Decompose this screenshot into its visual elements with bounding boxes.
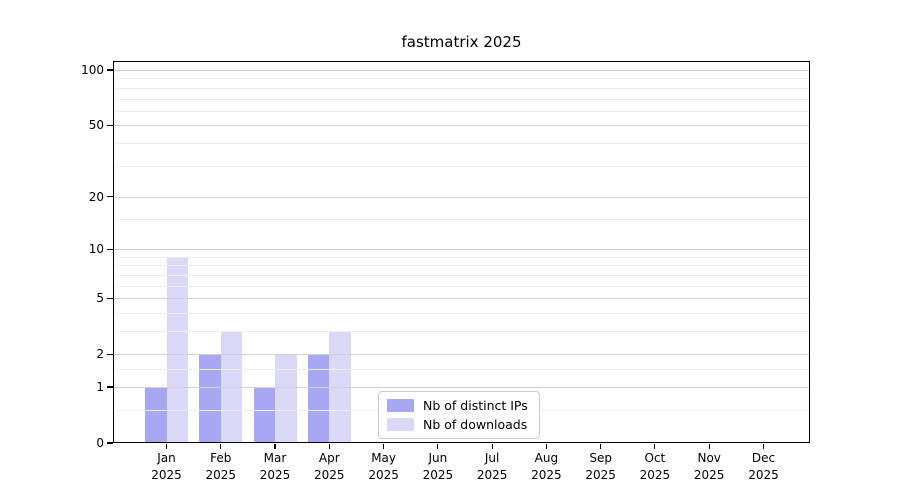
x-tick-label-feb: Feb 2025: [205, 451, 237, 482]
x-tick-mark-mar: [274, 444, 276, 449]
x-tick-mark-jan: [165, 444, 168, 449]
y-tick-label-10: 10: [88, 242, 104, 257]
y-tick-label-5: 5: [96, 291, 104, 306]
gridline-minor: [114, 312, 809, 314]
gridline-major: [114, 196, 809, 198]
gridline-minor: [114, 274, 809, 276]
bar-distinct-ips-feb: [199, 354, 221, 443]
x-tick-mark-nov: [708, 444, 710, 449]
y-tick-mark-2: [107, 353, 113, 355]
legend-item-distinct-ips: Nb of distinct IPs: [387, 398, 528, 413]
bar-downloads-apr: [329, 330, 351, 443]
bar-distinct-ips-apr: [307, 354, 330, 443]
legend-swatch-distinct-ips: [387, 399, 414, 412]
gridline-minor: [114, 331, 809, 332]
x-tick-label-aug: Aug 2025: [531, 451, 562, 482]
y-tick-label-50: 50: [88, 118, 104, 133]
bar-downloads-mar: [275, 354, 297, 443]
bar-downloads-jan: [166, 256, 188, 443]
y-tick-label-100: 100: [81, 63, 104, 77]
x-tick-label-jul: Jul 2025: [476, 451, 508, 482]
y-tick-mark-10: [107, 248, 113, 250]
x-tick-label-jun: Jun 2025: [422, 451, 454, 482]
x-tick-label-may: May 2025: [368, 451, 399, 482]
y-tick-mark-1: [107, 386, 113, 388]
x-tick-label-oct: Oct 2025: [639, 451, 671, 482]
y-tick-label-20: 20: [88, 189, 104, 204]
y-tick-label-0: 0: [96, 436, 104, 450]
x-tick-label-jan: Jan 2025: [151, 451, 182, 482]
bar-distinct-ips-jan: [145, 386, 167, 443]
y-tick-mark-5: [107, 297, 113, 299]
x-tick-mark-may: [383, 444, 385, 449]
legend: Nb of distinct IPs Nb of downloads: [378, 391, 540, 439]
x-tick-mark-oct: [654, 444, 656, 449]
x-tick-label-nov: Nov 2025: [693, 451, 725, 482]
y-tick-mark-100: [107, 69, 113, 71]
y-tick-mark-50: [107, 124, 113, 126]
gridline-major: [114, 387, 809, 388]
gridline-major: [114, 354, 809, 356]
gridline-major: [114, 70, 809, 71]
gridline-major: [114, 125, 809, 127]
gridline-minor: [114, 78, 809, 80]
x-tick-mark-sep: [600, 444, 602, 449]
x-tick-mark-feb: [220, 444, 222, 449]
chart-title: fastmatrix 2025: [401, 33, 522, 51]
x-tick-mark-dec: [762, 444, 765, 449]
gridline-minor: [114, 285, 809, 287]
gridline-minor: [114, 87, 809, 89]
x-tick-mark-jun: [437, 444, 439, 449]
y-tick-mark-0: [107, 442, 113, 444]
gridline-minor: [114, 265, 809, 267]
gridline-minor: [114, 110, 809, 112]
y-tick-label-1: 1: [96, 380, 104, 394]
gridline-minor: [114, 368, 809, 370]
legend-item-downloads: Nb of downloads: [387, 417, 528, 432]
bar-distinct-ips-mar: [253, 386, 276, 443]
x-tick-label-sep: Sep 2025: [585, 451, 616, 482]
gridline-major: [114, 298, 809, 300]
y-tick-mark-20: [107, 196, 113, 198]
legend-label-downloads: Nb of downloads: [423, 417, 528, 432]
gridline-minor: [114, 256, 809, 258]
x-tick-label-dec: Dec 2025: [748, 451, 779, 482]
gridline-major: [114, 249, 809, 251]
x-tick-mark-jul: [491, 444, 493, 449]
gridline-minor: [114, 218, 809, 220]
gridline-minor: [114, 142, 809, 144]
bar-downloads-feb: [220, 330, 243, 443]
x-tick-mark-aug: [545, 444, 547, 449]
x-tick-label-mar: Mar 2025: [259, 451, 291, 482]
x-tick-mark-apr: [328, 444, 330, 449]
x-tick-label-apr: Apr 2025: [314, 451, 345, 482]
gridline-minor: [114, 165, 809, 167]
y-tick-label-2: 2: [96, 347, 104, 362]
gridline-minor: [114, 98, 809, 100]
legend-swatch-downloads: [387, 418, 414, 431]
legend-label-distinct-ips: Nb of distinct IPs: [423, 398, 528, 413]
